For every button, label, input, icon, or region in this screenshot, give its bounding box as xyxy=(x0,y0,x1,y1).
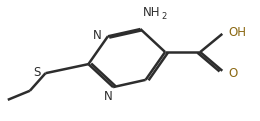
Text: 2: 2 xyxy=(161,12,166,21)
Text: S: S xyxy=(33,66,40,79)
Text: O: O xyxy=(229,67,238,80)
Text: N: N xyxy=(93,29,101,42)
Text: NH: NH xyxy=(142,6,160,19)
Text: N: N xyxy=(103,90,112,103)
Text: OH: OH xyxy=(229,26,247,39)
